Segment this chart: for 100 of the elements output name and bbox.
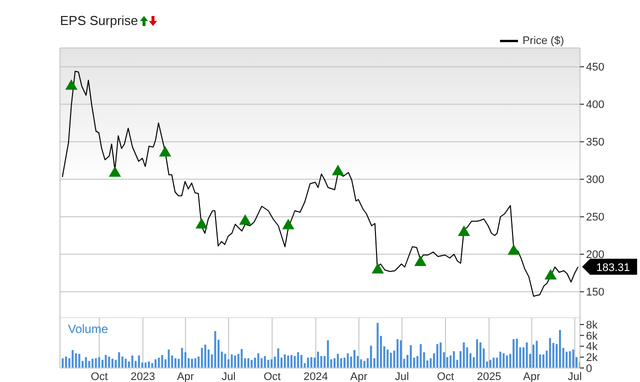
bar: [264, 356, 266, 368]
bar: [191, 358, 193, 368]
point: [282, 218, 294, 230]
y-tick-label: 400: [586, 99, 604, 112]
bar: [558, 330, 561, 368]
bar: [174, 358, 176, 368]
x-tick-label: 2024: [303, 370, 328, 382]
bar: [326, 340, 329, 368]
point: [108, 166, 122, 177]
bar: [240, 348, 243, 368]
bar: [144, 362, 147, 368]
x-tick-label: Apr: [176, 370, 194, 382]
bar: [287, 356, 290, 368]
bar: [346, 353, 349, 368]
bar: [65, 356, 68, 368]
point: [372, 262, 384, 274]
point: [159, 146, 172, 157]
bar: [396, 339, 399, 368]
bar: [353, 350, 356, 368]
bar: [536, 340, 538, 368]
bar: [84, 357, 87, 368]
bar: [78, 354, 80, 368]
x-tick-label: Jul: [394, 370, 409, 382]
x-tick-label: Oct: [436, 370, 454, 382]
bar: [316, 352, 319, 368]
bar: [376, 322, 379, 368]
bar: [267, 360, 270, 368]
bar: [270, 359, 273, 368]
x-tick-label: Apr: [523, 370, 541, 382]
bar: [300, 354, 302, 368]
y-tick-label: 300: [586, 174, 604, 186]
point: [508, 244, 520, 255]
y-tick-label: 4k: [586, 341, 598, 354]
bar: [542, 354, 544, 368]
bar: [499, 352, 502, 368]
bar: [118, 352, 120, 368]
bar: [62, 358, 64, 368]
y-tick-label: 2k: [586, 352, 598, 364]
bar: [489, 360, 492, 368]
bar: [307, 358, 310, 368]
bar: [297, 352, 300, 368]
bar: [184, 352, 186, 368]
bar: [98, 357, 100, 368]
bar: [250, 360, 253, 368]
bar: [194, 358, 196, 368]
bar: [572, 350, 574, 368]
bar: [92, 358, 94, 368]
bar: [462, 342, 465, 368]
bar: [94, 358, 97, 368]
y-tick-label: 350: [586, 136, 604, 149]
bar: [204, 344, 206, 368]
bar: [214, 331, 216, 368]
bar: [532, 344, 534, 368]
point: [414, 255, 426, 266]
bar: [124, 358, 127, 368]
bar: [131, 356, 134, 368]
bar: [336, 354, 339, 368]
line-series: [62, 70, 579, 297]
annotation: 183.31: [596, 262, 630, 274]
x-tick-label: Oct: [264, 370, 281, 382]
bar: [410, 345, 412, 368]
bar: [158, 358, 160, 368]
bar: [108, 356, 110, 368]
bar: [161, 354, 164, 368]
chart-title: EPS Surprise: [60, 13, 138, 28]
bar: [277, 348, 280, 368]
bar: [294, 356, 296, 368]
bar: [502, 353, 505, 368]
y-tick-label: 8k: [586, 319, 598, 332]
bar: [234, 356, 236, 368]
bar: [230, 354, 233, 368]
bar: [224, 354, 226, 368]
x-tick-label: 2025: [476, 370, 502, 382]
bar: [138, 356, 140, 368]
bar: [526, 342, 528, 368]
bar: [168, 350, 170, 368]
x-tick-label: Jul: [568, 370, 582, 382]
bar: [88, 360, 90, 368]
bar: [420, 344, 422, 368]
bar: [148, 361, 150, 368]
bar: [452, 351, 455, 368]
bar: [436, 344, 438, 368]
bar: [566, 352, 568, 368]
chart-title: Volume: [68, 322, 108, 336]
point: [239, 214, 252, 225]
point: [332, 164, 344, 176]
bar: [440, 342, 442, 368]
bar: [512, 339, 515, 368]
bar: [360, 359, 362, 368]
bar: [104, 354, 107, 368]
x-tick-label: 2023: [130, 370, 156, 382]
y-tick-label: 450: [586, 62, 604, 74]
bar: [343, 358, 346, 368]
bar: [549, 338, 552, 368]
y-tick-label: 250: [586, 212, 604, 224]
bar: [476, 339, 478, 368]
bar: [400, 340, 402, 368]
bar: [506, 356, 508, 368]
bar: [390, 352, 392, 368]
y-tick-label: 150: [586, 286, 604, 299]
